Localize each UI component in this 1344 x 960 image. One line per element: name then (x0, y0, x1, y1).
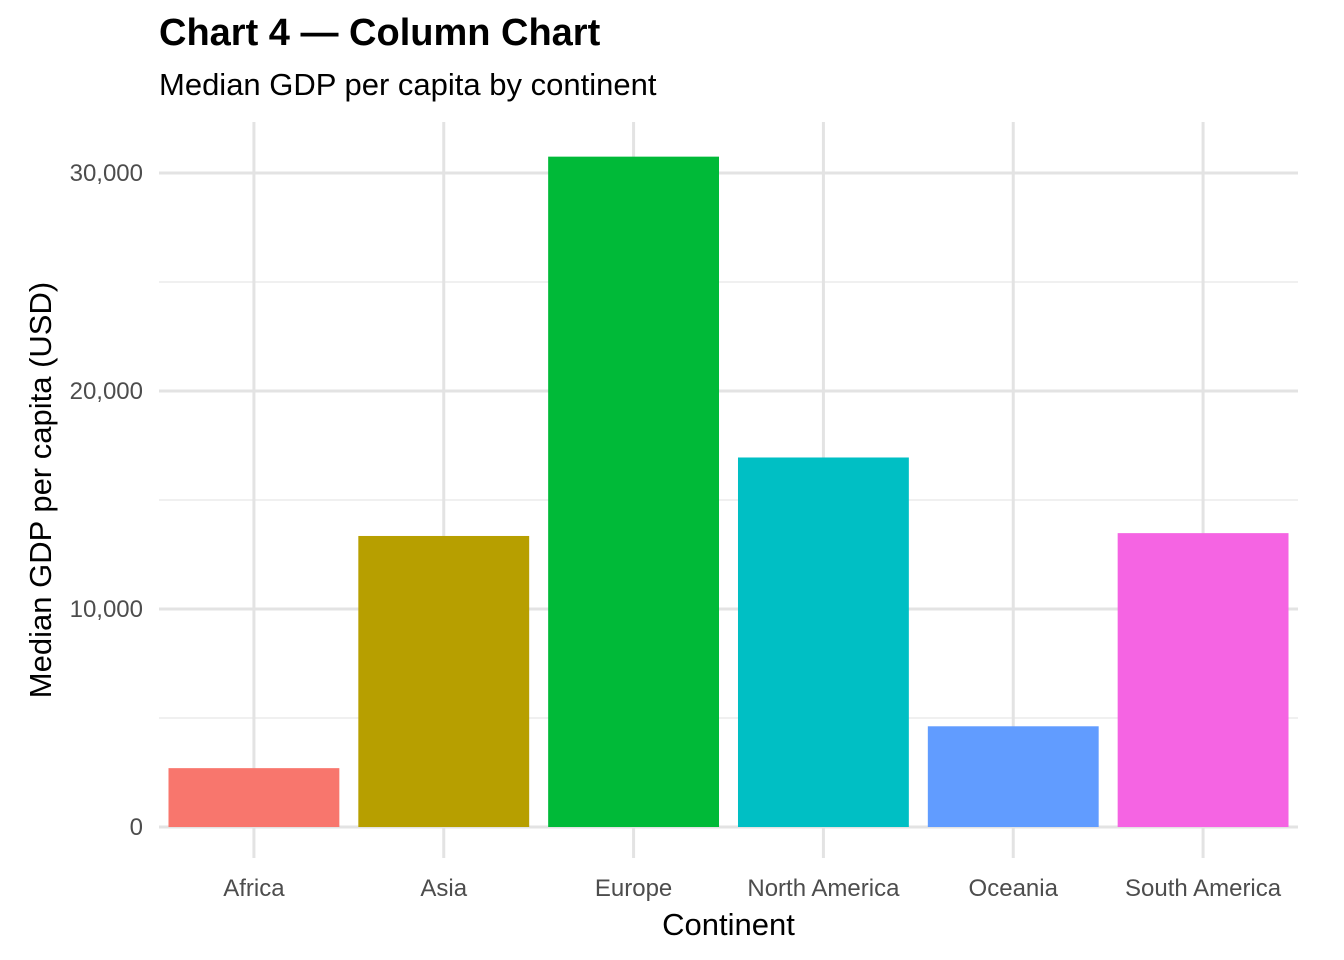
y-axis-title: Median GDP per capita (USD) (23, 282, 58, 698)
bar-europe (548, 156, 720, 827)
x-tick-label: Asia (420, 875, 467, 902)
y-tick-label: 10,000 (70, 596, 143, 623)
y-tick-label: 20,000 (70, 378, 143, 405)
bar-oceania (927, 726, 1099, 827)
bar-north-america (737, 457, 909, 827)
x-tick-label: Africa (223, 875, 285, 902)
x-tick-label: North America (747, 875, 900, 902)
x-axis-title: Continent (662, 907, 795, 942)
y-tick-label: 30,000 (70, 160, 143, 187)
x-tick-label: Europe (595, 875, 672, 902)
chart-title: Chart 4 — Column Chart (159, 12, 601, 54)
chart-subtitle: Median GDP per capita by continent (159, 67, 657, 102)
y-tick-labels: 0 10,000 20,000 30,000 (70, 160, 143, 841)
bar-asia (358, 535, 530, 827)
x-tick-label: South America (1125, 875, 1282, 902)
bar-south-america (1117, 533, 1289, 827)
y-tick-label: 0 (130, 814, 143, 841)
x-tick-labels: Africa Asia Europe North America Oceania Sout… (223, 875, 1282, 902)
bar-africa (168, 768, 340, 827)
x-tick-label: Oceania (969, 875, 1059, 902)
bars (168, 156, 1289, 827)
